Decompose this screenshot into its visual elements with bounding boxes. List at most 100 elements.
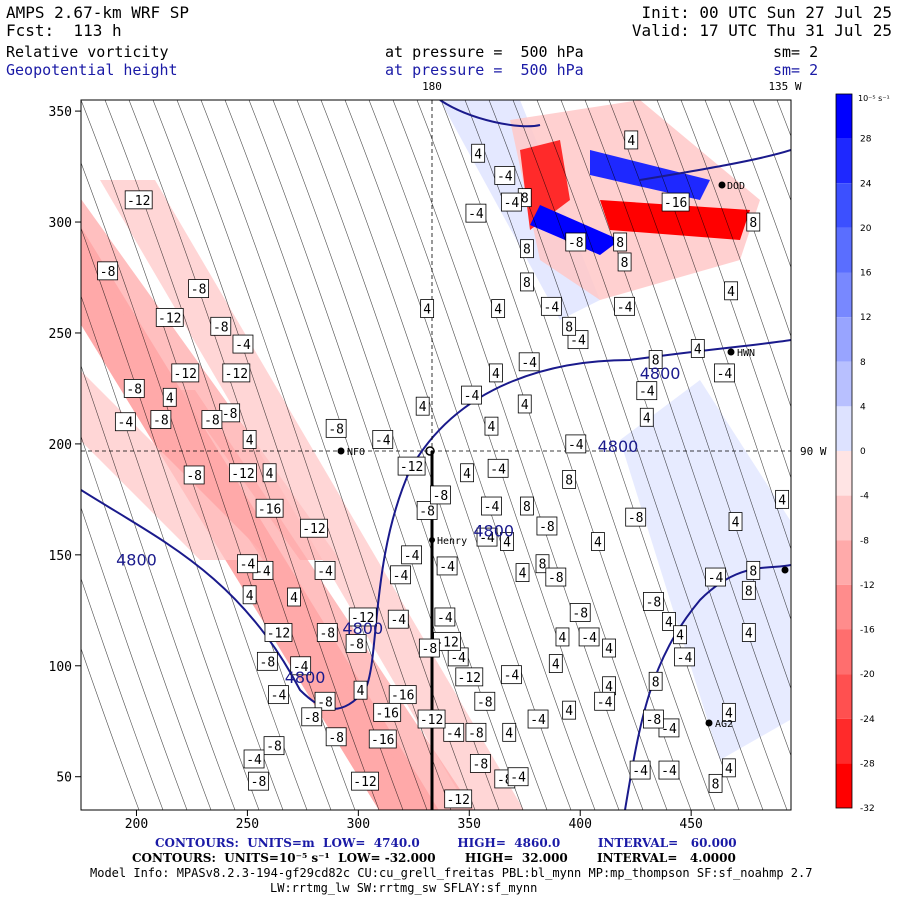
model-info-2: LW:rrtmg_lw SW:rrtmg_sw SFLAY:sf_mynn [270, 881, 538, 895]
colorbar-swatch [836, 451, 852, 496]
vorticity-label-box [515, 563, 530, 582]
vorticity-label-box [562, 700, 577, 720]
vorticity-label: -4 [501, 192, 522, 212]
vorticity-label-box [643, 709, 664, 729]
y-tick-label: 300 [49, 216, 72, 231]
vorticity-label-text: -8 [477, 695, 493, 710]
vorticity-label: 4 [489, 363, 503, 383]
vorticity-label: 4 [502, 722, 517, 742]
vorticity-label-box [562, 316, 577, 336]
vorticity-label-text: -4 [617, 300, 633, 315]
colorbar-tick-label: 0 [860, 447, 866, 457]
vorticity-label: -4 [481, 496, 502, 516]
vorticity-label-box [474, 691, 496, 711]
vorticity-label-text: -4 [468, 207, 484, 222]
vorticity-label: -4 [372, 430, 394, 449]
vorticity-label-text: -4 [484, 500, 500, 515]
station-nfo: NFO [347, 447, 365, 458]
vorticity-label-text: 4 [605, 680, 613, 695]
vorticity-label: 8 [562, 470, 577, 489]
vorticity-core [530, 205, 620, 255]
vorticity-label-box [124, 190, 153, 210]
vorticity-label-text: -4 [661, 722, 677, 737]
vorticity-label-text: 8 [652, 675, 660, 690]
vorticity-label-text: 4 [505, 726, 513, 741]
vorticity-label: 4 [287, 587, 301, 607]
vorticity-label-text: -12 [302, 522, 325, 537]
vorticity-label-box [614, 296, 635, 316]
vorticity-label: -4 [443, 722, 465, 742]
x-tick-label: 350 [458, 817, 481, 832]
vorticity-label: -4 [487, 458, 509, 478]
vorticity-label-text: -8 [191, 283, 207, 298]
vorticity-label-box [501, 192, 522, 212]
vorticity-label: -4 [674, 647, 695, 667]
vorticity-label: -12 [264, 623, 293, 642]
vorticity-contour-line [416, 100, 668, 810]
vorticity-label: -8 [325, 727, 347, 747]
vorticity-label: -4 [434, 607, 456, 627]
vorticity-label-box [491, 299, 506, 318]
field1-level: at pressure = 500 hPa [385, 43, 584, 61]
vorticity-label-box [290, 656, 312, 676]
height-label: 4800 [342, 619, 383, 638]
vorticity-label-text: -4 [568, 438, 584, 453]
station-marker [781, 566, 789, 574]
vorticity-label: -4 [436, 556, 458, 576]
vorticity-label: 8 [520, 239, 534, 259]
y-tick-label: 200 [49, 438, 72, 453]
colorbar-swatch [836, 183, 852, 228]
x-tick-label: 300 [347, 817, 370, 832]
vorticity-label-box [388, 685, 417, 705]
vorticity-label: 4 [624, 130, 639, 150]
vorticity-label-box [387, 609, 409, 629]
vorticity-label: -8 [345, 634, 367, 653]
colorbar-tick-label: 16 [860, 269, 872, 279]
vorticity-label-box [517, 394, 532, 414]
vorticity-label-text: 4 [665, 615, 673, 630]
x-tick-label: 200 [125, 817, 148, 832]
vorticity-label: -4 [243, 749, 265, 769]
vorticity-label-box [469, 754, 491, 773]
colorbar-tick-label: -16 [860, 626, 875, 636]
vorticity-label: -8 [219, 403, 241, 423]
vorticity-label-box [471, 143, 486, 163]
vorticity-label-text: -12 [231, 467, 254, 482]
vorticity-label: -4 [658, 718, 680, 738]
vorticity-core [600, 200, 750, 240]
vorticity-label: 4 [162, 387, 177, 407]
vorticity-label-text: 4 [357, 684, 365, 699]
high-label: HIGH= 4860.0 [457, 836, 561, 850]
vorticity-label-box [613, 232, 628, 252]
vorticity-label-box [444, 789, 473, 809]
vorticity-label-text: -4 [293, 660, 309, 675]
vorticity-label-box [520, 496, 534, 516]
colorbar-tick-label: -32 [860, 804, 875, 814]
station-marker [727, 348, 735, 356]
height-contour [624, 564, 791, 810]
vorticity-label: -8 [418, 638, 440, 658]
vorticity-label-box [662, 612, 676, 631]
vorticity-label-box [316, 623, 338, 642]
vorticity-label: 4 [471, 143, 486, 163]
vorticity-label: 8 [648, 350, 663, 369]
station-henry: Henry [437, 536, 467, 547]
vorticity-label: -4 [476, 527, 498, 547]
vorticity-label-box [430, 485, 451, 505]
vorticity-label: 4 [690, 339, 705, 358]
vorticity-label-box [502, 722, 517, 742]
vorticity-label-box [417, 709, 446, 729]
colorbar-swatch [836, 227, 852, 273]
vorticity-core [590, 150, 710, 200]
vorticity-label-text: -4 [510, 771, 526, 786]
vorticity-label-box [123, 379, 145, 398]
vorticity-label-text: 4 [423, 303, 431, 318]
x-tick-label: 450 [679, 817, 702, 832]
vorticity-contour-line [81, 647, 140, 810]
vorticity-label-text: -8 [548, 571, 564, 586]
y-tick-label: 150 [49, 549, 72, 564]
vorticity-label-text: 8 [652, 354, 660, 369]
vorticity-label: -8 [263, 736, 285, 756]
vorticity-label-text: -16 [664, 196, 687, 211]
vorticity-label-text: 8 [621, 256, 629, 271]
